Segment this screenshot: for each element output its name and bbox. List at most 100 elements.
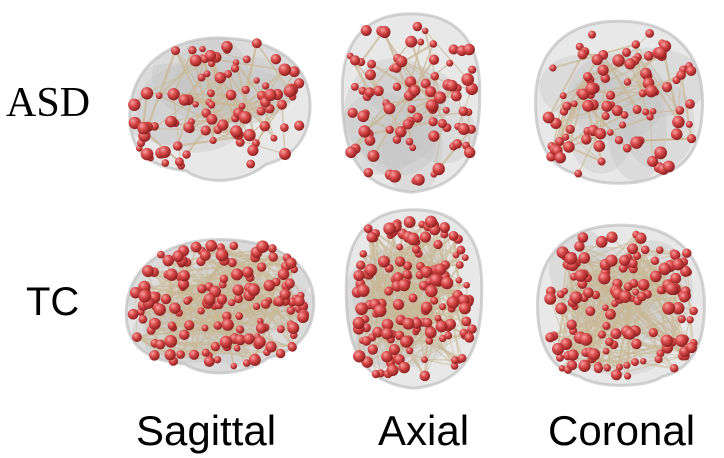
- network-node: [138, 289, 152, 303]
- network-node: [610, 328, 622, 340]
- network-node: [287, 321, 300, 335]
- network-node: [228, 299, 236, 307]
- network-node: [456, 245, 466, 255]
- network-node: [182, 150, 191, 159]
- network-node: [452, 251, 460, 259]
- network-node: [569, 291, 583, 304]
- network-node: [585, 306, 596, 317]
- network-node: [686, 134, 697, 144]
- network-node: [628, 258, 638, 269]
- network-node: [434, 263, 447, 276]
- network-node: [685, 342, 697, 354]
- network-node: [602, 321, 611, 331]
- network-node: [578, 252, 591, 264]
- network-node: [248, 353, 261, 366]
- network-node: [407, 105, 416, 114]
- network-node: [632, 104, 642, 115]
- network-node: [397, 279, 411, 292]
- network-node: [349, 55, 361, 66]
- network-node: [624, 372, 632, 380]
- network-node: [606, 231, 618, 243]
- network-node: [381, 327, 394, 340]
- network-node: [253, 77, 260, 84]
- network-node: [627, 243, 639, 255]
- network-node: [677, 315, 686, 324]
- network-node: [419, 231, 432, 243]
- network-node: [623, 78, 632, 86]
- network-node: [633, 251, 642, 260]
- network-node: [162, 254, 175, 267]
- network-node: [446, 59, 454, 67]
- network-node: [188, 349, 200, 360]
- network-node: [277, 99, 287, 110]
- network-node: [444, 318, 457, 330]
- network-node: [412, 21, 423, 32]
- network-node: [604, 337, 614, 347]
- network-node: [357, 110, 370, 123]
- network-node: [619, 121, 627, 129]
- network-node: [353, 269, 365, 282]
- network-node: [243, 333, 255, 345]
- network-node: [367, 344, 378, 355]
- network-node: [209, 136, 217, 144]
- network-node: [574, 169, 583, 178]
- network-node: [597, 64, 609, 76]
- network-node: [132, 332, 142, 342]
- brain-panel-tc-coronal: [535, 223, 707, 387]
- network-node: [564, 252, 578, 265]
- network-node: [578, 359, 591, 372]
- network-node: [632, 288, 640, 296]
- network-node: [409, 144, 417, 152]
- network-node: [439, 222, 451, 234]
- network-node: [602, 347, 610, 355]
- network-node: [662, 301, 676, 315]
- network-node: [366, 231, 378, 243]
- network-node: [597, 157, 606, 166]
- network-node: [251, 38, 262, 49]
- network-node: [363, 224, 373, 234]
- network-node: [238, 102, 246, 110]
- network-node: [457, 354, 467, 363]
- network-node: [676, 70, 686, 80]
- network-node: [219, 335, 233, 349]
- network-node: [372, 326, 384, 338]
- network-node: [205, 239, 218, 252]
- network-node: [286, 306, 296, 315]
- network-node: [649, 107, 657, 115]
- network-node: [619, 290, 632, 303]
- network-node: [638, 89, 647, 98]
- network-node: [603, 364, 611, 372]
- network-node: [138, 280, 151, 294]
- network-node: [189, 54, 202, 67]
- network-node: [428, 54, 440, 65]
- network-node: [199, 249, 211, 261]
- network-node: [420, 265, 433, 278]
- network-node: [670, 272, 682, 284]
- network-node: [383, 102, 396, 115]
- network-node: [243, 128, 256, 142]
- network-node: [214, 71, 227, 84]
- network-node: [582, 99, 594, 112]
- network-node: [587, 348, 601, 361]
- view-label-axial: Axial: [378, 407, 470, 454]
- network-node: [361, 336, 372, 346]
- network-node: [567, 349, 579, 361]
- network-node: [256, 240, 269, 253]
- network-node: [610, 369, 622, 381]
- network-node: [425, 337, 434, 345]
- network-node: [229, 241, 239, 251]
- network-node: [363, 167, 374, 178]
- network-node: [411, 245, 421, 254]
- network-node: [403, 261, 413, 271]
- network-node: [403, 216, 416, 229]
- network-node: [232, 59, 240, 66]
- network-node: [294, 120, 305, 131]
- network-node: [654, 46, 667, 59]
- network-node: [140, 147, 154, 161]
- network-node: [149, 350, 160, 361]
- network-node: [216, 294, 228, 305]
- network-node: [268, 252, 278, 262]
- network-node: [463, 281, 471, 289]
- network-node: [662, 160, 675, 173]
- network-node: [402, 269, 412, 280]
